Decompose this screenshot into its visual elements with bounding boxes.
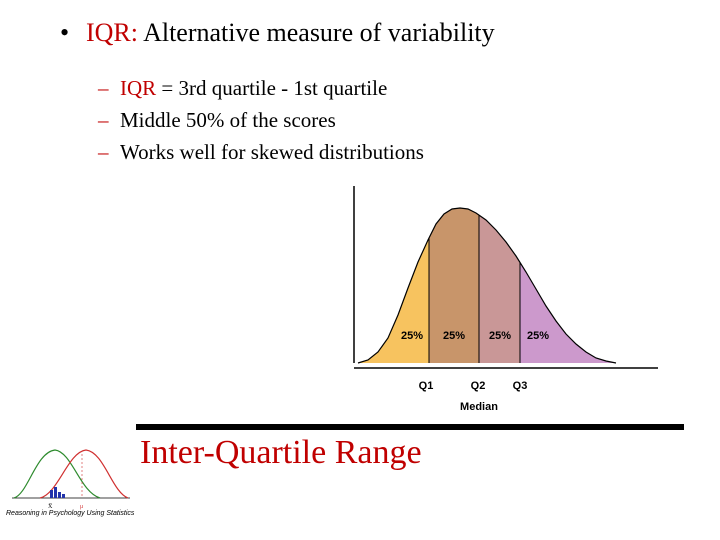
sub-bullet-text: = 3rd quartile - 1st quartile bbox=[156, 76, 388, 100]
quartile-segment bbox=[358, 238, 429, 363]
quartile-label-q3: Q3 bbox=[513, 380, 528, 392]
bullet-text: Alternative measure of variability bbox=[138, 18, 495, 47]
main-bullet: • IQR: Alternative measure of variability bbox=[60, 18, 495, 48]
logo-label-xbar: X̅ bbox=[48, 503, 53, 510]
sub-bullet-middle: – Middle 50% of the scores bbox=[98, 108, 336, 133]
logo-label-mu: μ bbox=[80, 504, 83, 510]
bullet-symbol: • bbox=[60, 18, 70, 47]
quartile-dividers bbox=[428, 215, 521, 363]
quartile-label-q2: Q2 bbox=[471, 380, 486, 392]
percent-label: 25% bbox=[527, 330, 549, 342]
footer-divider bbox=[136, 424, 684, 430]
sub-bullet-dash: – bbox=[98, 140, 109, 164]
percent-label: 25% bbox=[443, 330, 465, 342]
bullet-term: IQR: bbox=[86, 18, 138, 47]
footer-title: Inter-Quartile Range bbox=[140, 434, 422, 471]
sub-bullet-text: Middle 50% of the scores bbox=[120, 108, 336, 132]
quartile-labels: Q1 Q2 Q3 bbox=[419, 380, 528, 392]
logo-caption: Reasoning in Psychology Using Statistics bbox=[6, 510, 135, 517]
quartile-segments bbox=[358, 208, 616, 363]
sub-bullet-iqr-formula: – IQR = 3rd quartile - 1st quartile bbox=[98, 76, 387, 101]
quartile-segment bbox=[520, 262, 616, 363]
sub-bullet-dash: – bbox=[98, 108, 109, 132]
sub-bullet-dash: – bbox=[98, 76, 109, 100]
distribution-curve bbox=[357, 207, 617, 364]
skewed-distribution-chart: 25% 25% 25% 25% Q1 Q2 Q3 Median bbox=[353, 186, 658, 413]
quartile-segment bbox=[479, 215, 520, 363]
median-label: Median bbox=[460, 401, 498, 413]
percent-label: 25% bbox=[401, 330, 423, 342]
sub-bullet-highlight: IQR bbox=[120, 76, 157, 100]
sub-bullet-skewed: – Works well for skewed distributions bbox=[98, 140, 424, 165]
sub-bullet-text: Works well for skewed distributions bbox=[120, 140, 424, 164]
percent-labels: 25% 25% 25% 25% bbox=[401, 330, 549, 342]
normal-curves-logo-icon: X̅ μ bbox=[12, 449, 130, 510]
quartile-label-q1: Q1 bbox=[419, 380, 434, 392]
quartile-segment bbox=[429, 208, 479, 363]
percent-label: 25% bbox=[489, 330, 511, 342]
